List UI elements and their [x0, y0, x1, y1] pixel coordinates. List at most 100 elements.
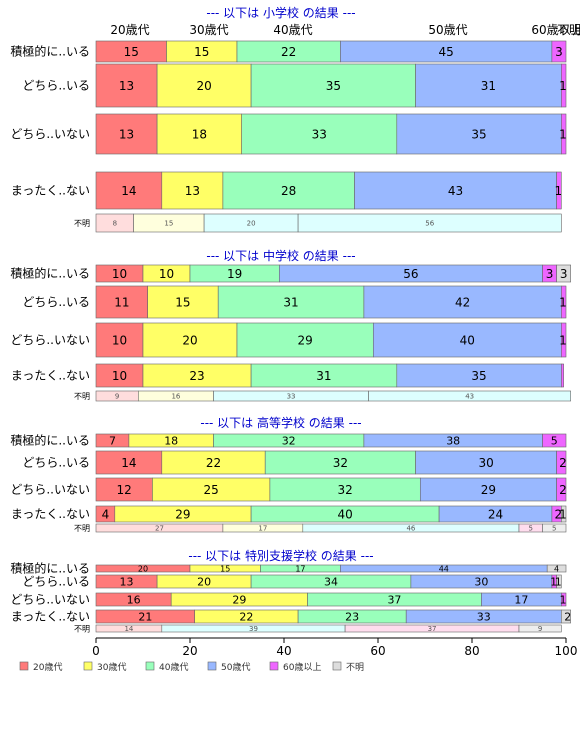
- bar-value-label: 34: [324, 575, 338, 588]
- bar-segment: [363, 285, 562, 319]
- bar-value-label: 43: [465, 393, 474, 401]
- top-age-label: 50歳代: [428, 23, 467, 37]
- bar-value-label: 40: [460, 333, 475, 347]
- bar-value-label: 2: [554, 507, 562, 521]
- legend-label: 60歳以上: [283, 661, 321, 673]
- bar-value-label: 31: [283, 295, 298, 309]
- bar-value-label: 1: [555, 575, 562, 588]
- bar-segment: [142, 322, 238, 358]
- bar-value-label: 56: [403, 267, 418, 281]
- bar-value-label: 32: [333, 456, 348, 470]
- bar-segment: [542, 433, 567, 448]
- bar-value-label: 20: [138, 564, 148, 573]
- panel-title: --- 以下は 特別支援学校 の結果 ---: [188, 548, 373, 563]
- bar-value-label: 37: [387, 593, 401, 606]
- bar-value-label: 10: [112, 369, 127, 383]
- bar-value-label: 35: [326, 79, 341, 93]
- bar-value-label: 8: [113, 220, 117, 228]
- bar-value-label: 15: [124, 45, 139, 59]
- bar-segment: [518, 624, 562, 633]
- bar-segment: [396, 113, 562, 155]
- legend-swatch: [83, 661, 93, 671]
- bar-value-label: 42: [455, 295, 470, 309]
- bar-segment: [560, 609, 571, 624]
- bar-value-label: 9: [115, 393, 119, 401]
- legend-swatch: [332, 661, 342, 671]
- bar-value-label: 1: [559, 507, 567, 521]
- legend-label: 40歳代: [159, 661, 188, 673]
- bar-value-label: 33: [312, 127, 327, 141]
- bar-value-label: 1: [550, 575, 557, 588]
- row-label-unknown: 不明: [74, 524, 90, 533]
- bar-segment: [556, 264, 571, 283]
- bar-value-label: 33: [287, 393, 296, 401]
- bar-value-label: 5: [529, 525, 533, 533]
- bar-segment: [217, 285, 365, 319]
- bar-value-label: 22: [281, 45, 296, 59]
- bar-value-label: 43: [448, 184, 463, 198]
- bar-value-label: 21: [138, 610, 152, 623]
- row-label: どちら..いる: [22, 79, 90, 93]
- bar-value-label: 45: [439, 45, 454, 59]
- bar-segment: [147, 285, 219, 319]
- bar-value-label: 10: [159, 267, 174, 281]
- bar-value-label: 30: [474, 575, 488, 588]
- top-age-label: 20歳代: [110, 23, 149, 37]
- top-age-label: 40歳代: [273, 23, 312, 37]
- bar-value-label: 33: [477, 610, 491, 623]
- bar-segment: [415, 63, 562, 108]
- row-label: どちら..いる: [22, 575, 90, 589]
- bar-segment: [95, 113, 158, 155]
- legend-swatch: [269, 661, 279, 671]
- bar-segment: [556, 574, 562, 589]
- bar-value-label: 13: [119, 79, 134, 93]
- bar-value-label: 27: [155, 525, 164, 533]
- row-label: 積極的に..いる: [10, 266, 90, 281]
- bar-value-label: 29: [175, 507, 190, 521]
- bar-value-label: 38: [446, 434, 460, 447]
- top-age-label: 60歳以上: [531, 23, 580, 37]
- panel-title: --- 以下は 高等学校 の結果 ---: [200, 415, 361, 430]
- row-label: どちら..いない: [10, 333, 90, 347]
- bar-segment: [354, 171, 557, 210]
- bar-value-label: 25: [204, 483, 219, 497]
- bar-value-label: 11: [114, 295, 129, 309]
- bar-segment: [556, 171, 562, 210]
- bar-value-label: 17: [258, 525, 267, 533]
- bar-value-label: 35: [471, 127, 486, 141]
- bar-value-label: 1: [559, 295, 567, 309]
- row-label: まったく..ない: [11, 507, 90, 521]
- bar-value-label: 14: [121, 456, 136, 470]
- bar-value-label: 3: [560, 267, 568, 281]
- bar-value-label: 46: [406, 525, 415, 533]
- legend-label: 30歳代: [97, 661, 126, 673]
- bar-value-label: 37: [428, 625, 437, 633]
- bar-value-label: 20: [197, 575, 211, 588]
- bar-value-label: 10: [112, 333, 127, 347]
- bar-value-label: 1: [559, 333, 567, 347]
- bar-value-label: 56: [425, 220, 434, 228]
- legend-label: 不明: [346, 662, 364, 673]
- bar-value-label: 22: [239, 610, 253, 623]
- bar-segment: [222, 171, 355, 210]
- bar-value-label: 15: [164, 220, 173, 228]
- bar-segment: [551, 40, 567, 63]
- bar-value-label: 20: [247, 220, 256, 228]
- row-label: まったく..ない: [11, 610, 90, 624]
- row-label: まったく..ない: [11, 184, 90, 198]
- row-label: どちら..いる: [22, 295, 90, 309]
- row-label: どちら..いる: [22, 456, 90, 470]
- bar-value-label: 3: [555, 45, 563, 59]
- bar-value-label: 1: [560, 593, 567, 606]
- bar-value-label: 29: [298, 333, 313, 347]
- bar-value-label: 22: [206, 456, 221, 470]
- top-age-label: 不明: [557, 23, 580, 37]
- x-tick-label: 20: [182, 644, 197, 658]
- bar-value-label: 14: [124, 625, 133, 633]
- bar-value-label: 17: [514, 593, 528, 606]
- bar-segment: [560, 505, 567, 523]
- row-label: 積極的に..いる: [10, 44, 90, 59]
- bar-segment: [156, 113, 243, 155]
- bar-value-label: 23: [345, 610, 359, 623]
- bar-value-label: 32: [337, 483, 352, 497]
